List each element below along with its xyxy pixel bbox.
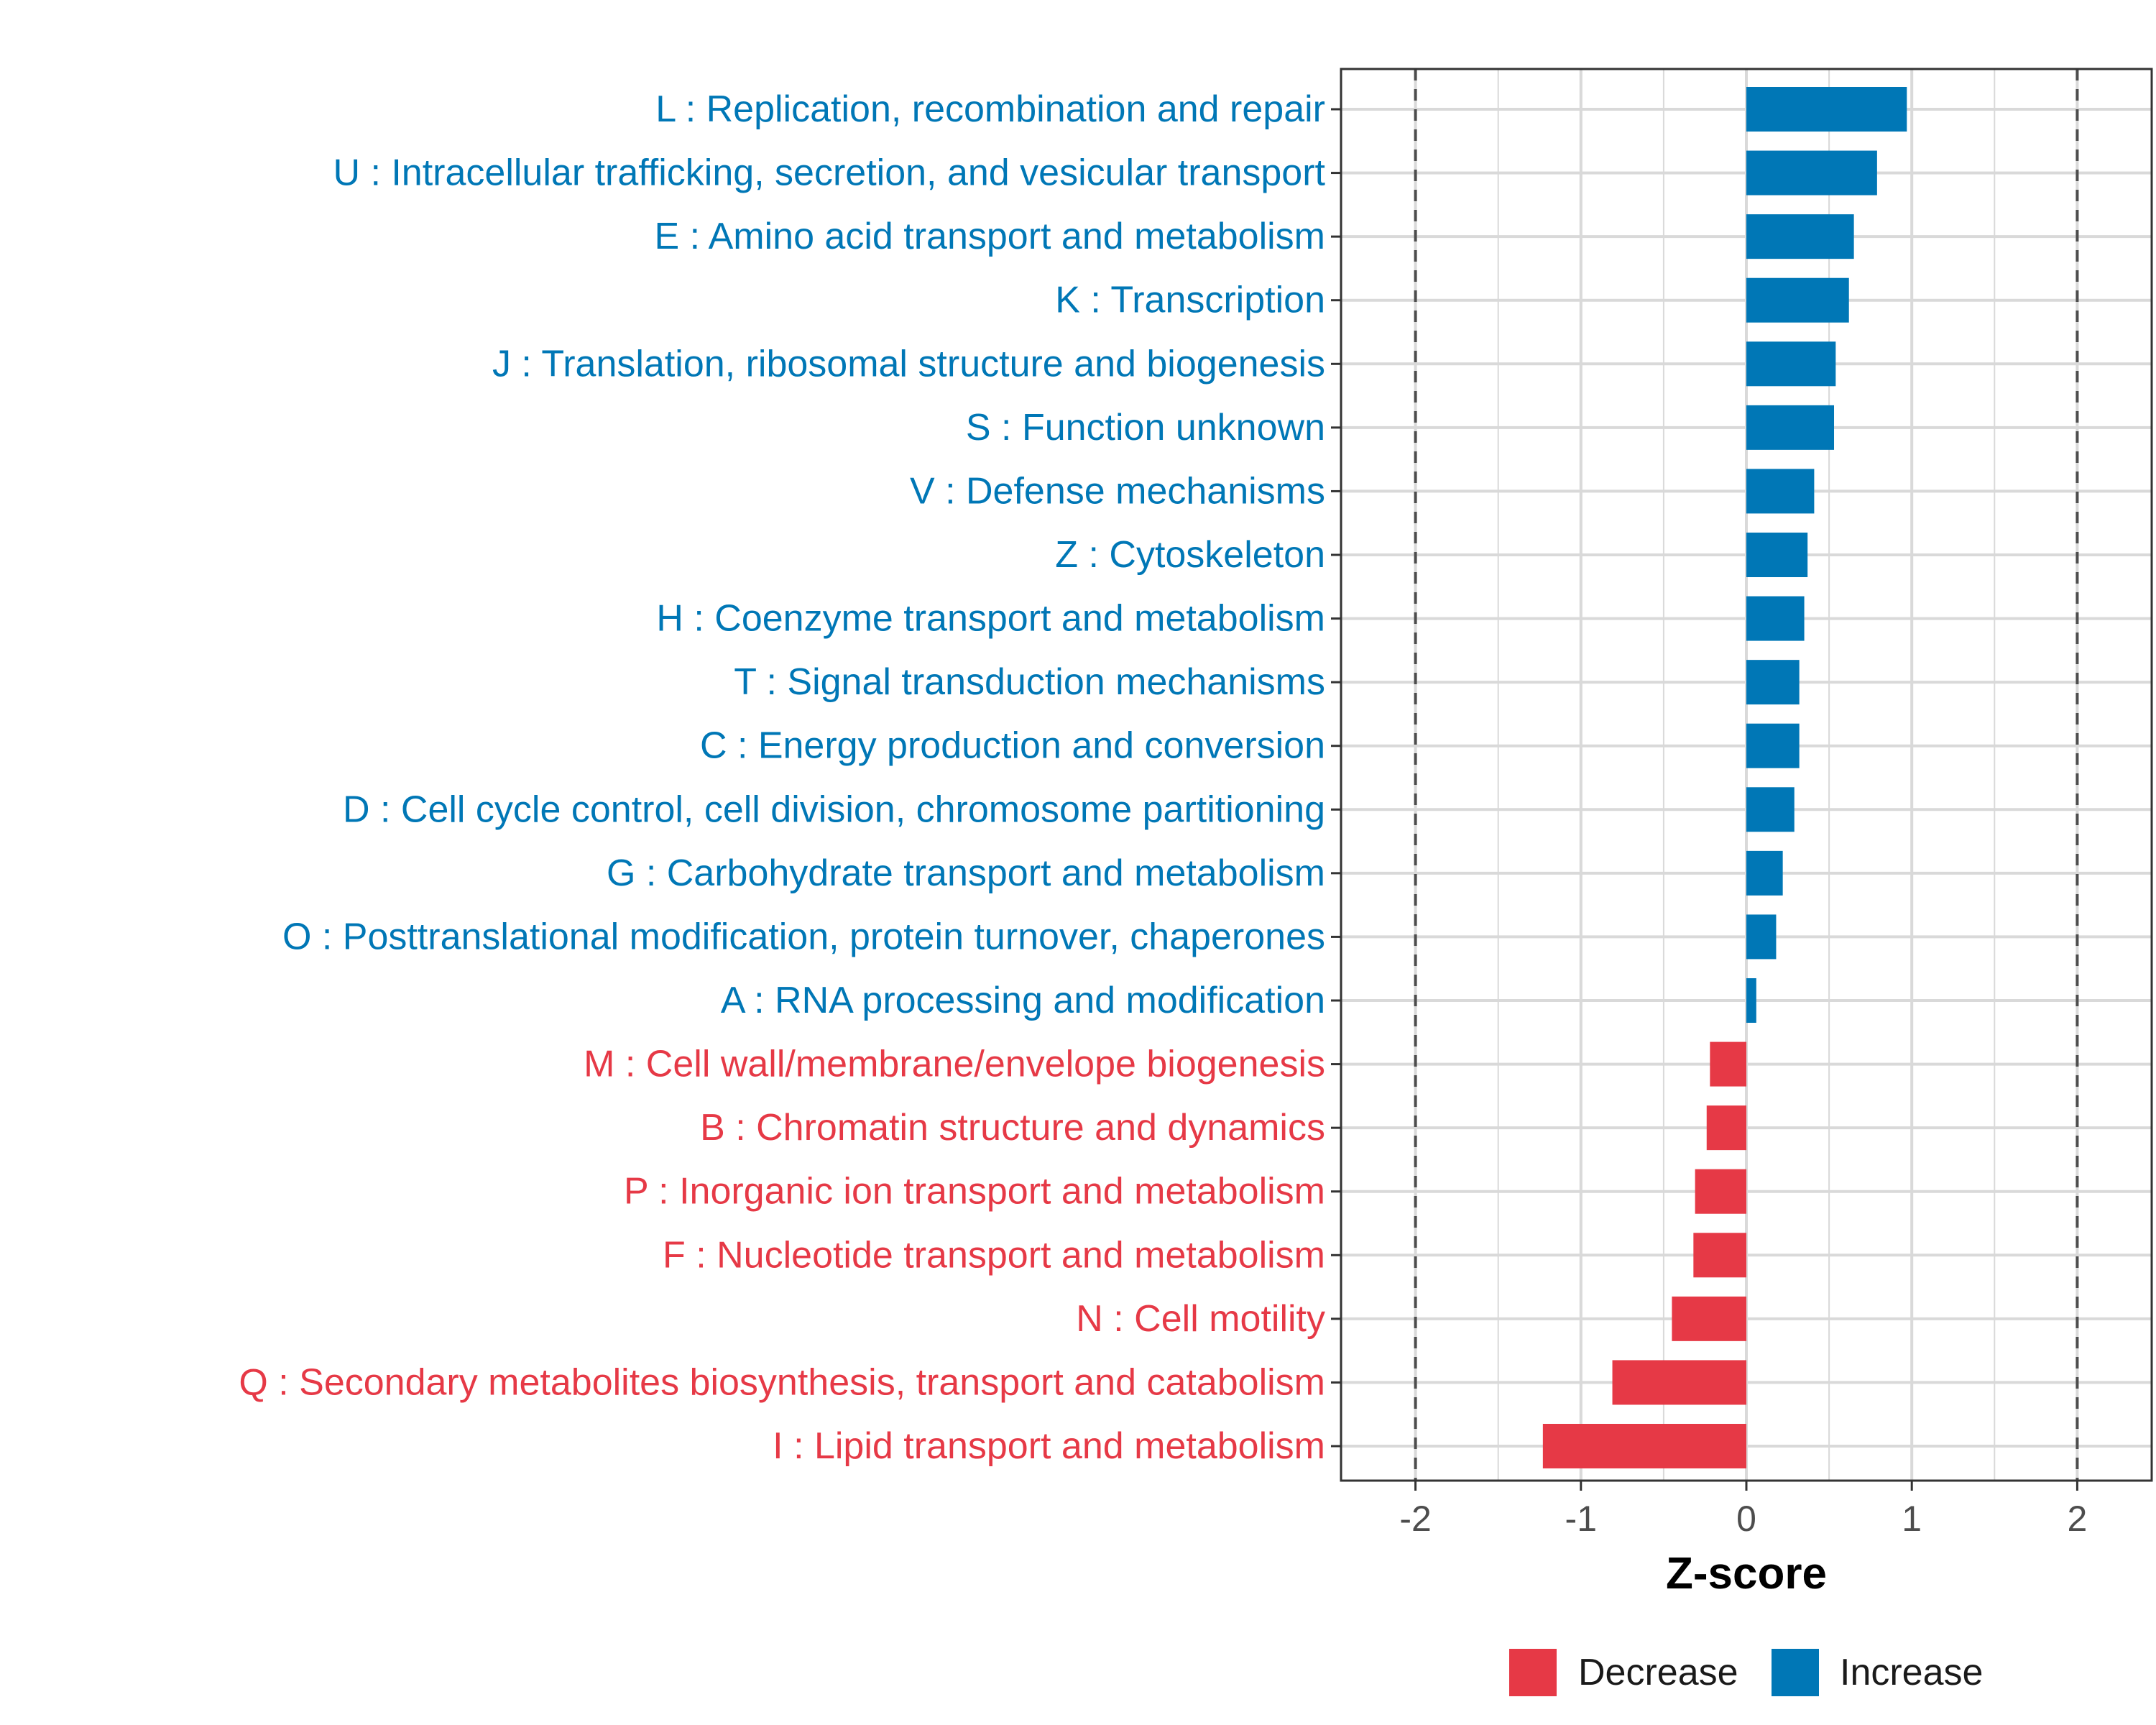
category-label: C : Energy production and conversion <box>700 725 1325 767</box>
y-axis-ticks: L : Replication, recombination and repai… <box>239 88 1341 1467</box>
bar <box>1693 1233 1746 1278</box>
category-label: F : Nucleotide transport and metabolism <box>663 1234 1325 1276</box>
bar <box>1706 1105 1746 1151</box>
category-label: V : Defense mechanisms <box>910 470 1325 512</box>
legend-label-increase: Increase <box>1840 1652 1983 1693</box>
legend-key-decrease <box>1509 1649 1557 1696</box>
x-tick-label: -1 <box>1565 1499 1597 1539</box>
category-label: A : RNA processing and modification <box>721 980 1325 1021</box>
bar <box>1746 596 1805 641</box>
bar <box>1695 1169 1746 1214</box>
category-label: B : Chromatin structure and dynamics <box>700 1107 1325 1149</box>
category-label: G : Carbohydrate transport and metabolis… <box>607 852 1325 894</box>
bar <box>1746 87 1907 132</box>
bar <box>1672 1296 1746 1341</box>
x-tick-label: 0 <box>1736 1499 1756 1539</box>
category-label: Q : Secondary metabolites biosynthesis, … <box>239 1361 1325 1403</box>
bar <box>1746 150 1877 196</box>
category-label: J : Translation, ribosomal structure and… <box>492 343 1325 385</box>
category-label: P : Inorganic ion transport and metaboli… <box>624 1171 1325 1213</box>
category-label: I : Lipid transport and metabolism <box>773 1425 1325 1467</box>
category-label: U : Intracellular trafficking, secretion… <box>333 152 1325 194</box>
bar <box>1746 469 1815 514</box>
x-tick-label: 1 <box>1902 1499 1922 1539</box>
x-tick-label: -2 <box>1399 1499 1431 1539</box>
reference-lines <box>1414 69 2079 1481</box>
category-label: T : Signal transduction mechanisms <box>734 661 1325 703</box>
bar <box>1542 1424 1746 1468</box>
bar <box>1746 341 1836 387</box>
category-label: E : Amino acid transport and metabolism <box>654 216 1325 257</box>
legend-label-decrease: Decrease <box>1578 1652 1738 1693</box>
x-tick-label: 2 <box>2068 1499 2088 1539</box>
category-label: M : Cell wall/membrane/envelope biogenes… <box>584 1044 1325 1085</box>
bar <box>1746 787 1795 832</box>
category-label: N : Cell motility <box>1076 1298 1325 1340</box>
legend-key-increase <box>1772 1649 1819 1696</box>
bar <box>1746 914 1777 960</box>
bar <box>1746 533 1808 577</box>
bars <box>1542 87 1907 1468</box>
bar <box>1710 1041 1746 1087</box>
category-label: Z : Cytoskeleton <box>1055 534 1325 576</box>
bar <box>1746 723 1800 768</box>
category-label: O : Posttranslational modification, prot… <box>282 916 1325 957</box>
category-label: K : Transcription <box>1055 280 1325 321</box>
bar <box>1612 1360 1746 1405</box>
bar <box>1746 405 1835 450</box>
category-label: L : Replication, recombination and repai… <box>655 88 1325 130</box>
bar <box>1746 277 1849 323</box>
bar <box>1746 214 1854 259</box>
bar <box>1746 660 1800 705</box>
legend: Decrease Increase <box>1509 1649 1983 1696</box>
bar <box>1746 850 1783 896</box>
x-axis-title: Z-score <box>1666 1549 1827 1598</box>
bar <box>1746 978 1756 1023</box>
category-label: S : Function unknown <box>966 407 1325 448</box>
category-label: H : Coenzyme transport and metabolism <box>656 598 1325 640</box>
x-axis-ticks: -2 -1 0 1 2 <box>1399 1481 2087 1539</box>
category-label: D : Cell cycle control, cell division, c… <box>343 788 1325 830</box>
